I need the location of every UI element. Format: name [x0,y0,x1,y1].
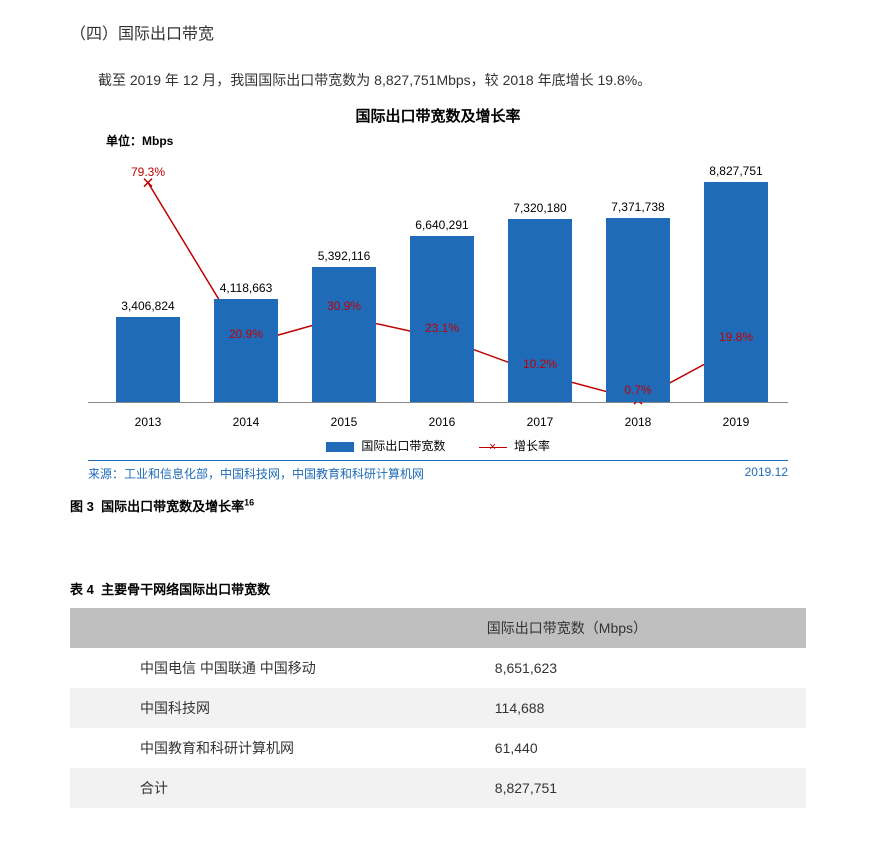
table-cell-label: 中国电信 中国联通 中国移动 [70,648,475,688]
table-cell-value: 8,651,623 [475,648,806,688]
table-cell-value: 61,440 [475,728,806,768]
chart-source-date: 2019.12 [745,465,788,482]
body-paragraph: 截至 2019 年 12 月，我国国际出口带宽数为 8,827,751Mbps，… [70,68,806,93]
bar-value-label: 7,371,738 [588,200,688,214]
x-tick-label: 2017 [490,415,590,429]
bar-value-label: 4,118,663 [196,281,296,295]
table-header-row: 国际出口带宽数（Mbps） [70,608,806,648]
legend-bar-label: 国际出口带宽数 [361,439,445,453]
bar [704,182,768,403]
x-tick-label: 2015 [294,415,394,429]
legend-line-label: 增长率 [514,439,550,453]
bar [410,236,474,402]
chart-legend: 国际出口带宽数 增长率 [88,437,788,454]
table-row: 合计8,827,751 [70,768,806,808]
bar [312,267,376,402]
table-caption-text: 主要骨干网络国际出口带宽数 [101,582,270,597]
table-cell-label: 中国教育和科研计算机网 [70,728,475,768]
figure-caption-text: 国际出口带宽数及增长率 [101,499,244,514]
table-row: 中国教育和科研计算机网61,440 [70,728,806,768]
bar-value-label: 6,640,291 [392,218,492,232]
table-row: 中国电信 中国联通 中国移动8,651,623 [70,648,806,688]
growth-label: 0.7% [624,383,651,397]
chart-unit-label: 单位：Mbps [106,132,788,149]
x-tick-label: 2013 [98,415,198,429]
bandwidth-table: 国际出口带宽数（Mbps） 中国电信 中国联通 中国移动8,651,623中国科… [70,608,806,808]
table-cell-label: 合计 [70,768,475,808]
growth-label: 23.1% [425,321,459,335]
bar-value-label: 7,320,180 [490,201,590,215]
table-caption: 表 4 主要骨干网络国际出口带宽数 [70,579,806,598]
bar [214,299,278,402]
x-tick-label: 2016 [392,415,492,429]
chart-title: 国际出口带宽数及增长率 [88,105,788,126]
table-cell-value: 114,688 [475,688,806,728]
growth-label: 30.9% [327,299,361,313]
table-header-blank [70,608,475,648]
figure-caption-sup: 16 [244,498,254,508]
figure-caption: 图 3 国际出口带宽数及增长率16 [70,496,806,515]
x-tick-label: 2018 [588,415,688,429]
bar [116,317,180,402]
growth-label: 19.8% [719,330,753,344]
chart-source-line: 来源：工业和信息化部，中国科技网，中国教育和科研计算机网 2019.12 [88,460,788,482]
table-row: 中国科技网114,688 [70,688,806,728]
growth-label: 79.3% [131,165,165,179]
table-header-value: 国际出口带宽数（Mbps） [475,608,806,648]
legend-bar-swatch [326,442,354,452]
x-tick-label: 2014 [196,415,296,429]
chart-source-text: 来源：工业和信息化部，中国科技网，中国教育和科研计算机网 [88,465,424,482]
table-caption-prefix: 表 4 [70,582,94,597]
bar-value-label: 8,827,751 [686,164,786,178]
figure-caption-prefix: 图 3 [70,499,94,514]
table-cell-label: 中国科技网 [70,688,475,728]
legend-line-swatch [479,442,507,452]
bar-value-label: 5,392,116 [294,249,394,263]
growth-label: 10.2% [523,357,557,371]
bar-value-label: 3,406,824 [98,299,198,313]
section-heading: （四）国际出口带宽 [70,20,806,44]
chart-plot: 3,406,824 79.3% 4,118,663 20.9% 5,392,116 30.… [88,153,788,403]
chart-area: 3,406,824 79.3% 4,118,663 20.9% 5,392,116 30.… [88,153,788,433]
growth-label: 20.9% [229,327,263,341]
table-cell-value: 8,827,751 [475,768,806,808]
bar [606,218,670,402]
chart-block: 国际出口带宽数及增长率 单位：Mbps 3,406,824 79.3% 4,118,… [88,105,788,482]
x-tick-label: 2019 [686,415,786,429]
bar [508,219,572,402]
